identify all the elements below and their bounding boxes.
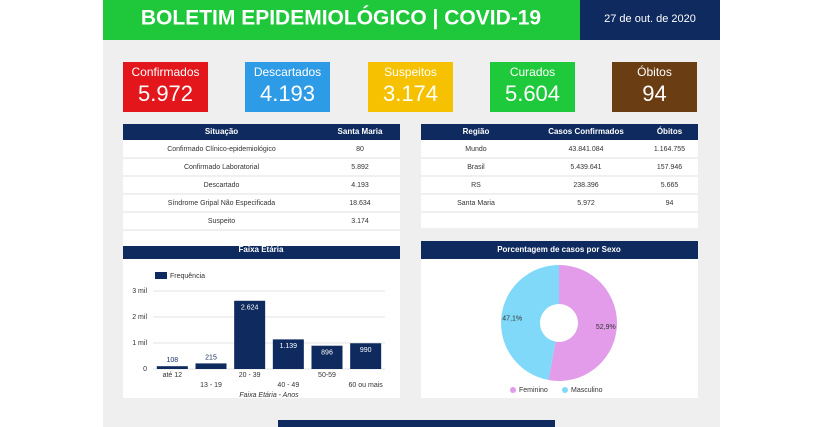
bar — [272, 339, 304, 369]
card — [245, 62, 330, 112]
cell: 5.892 — [351, 164, 369, 171]
card — [123, 62, 208, 112]
cell: 5.972 — [577, 200, 595, 207]
pie-slice — [548, 265, 617, 381]
cell: 1.164.755 — [654, 146, 685, 153]
x-tick-label: até 12 — [163, 372, 183, 379]
pie-panel-header — [421, 241, 698, 259]
legend-swatch — [562, 387, 568, 393]
cell: 5.439.641 — [570, 164, 601, 171]
column-header: Região — [463, 127, 490, 136]
legend-swatch — [155, 272, 167, 279]
legend-label: Feminino — [519, 387, 548, 394]
bar — [311, 345, 343, 369]
y-tick-label: 3 mil — [132, 288, 147, 295]
cell: 4.193 — [351, 182, 369, 189]
x-tick-label: 50-59 — [318, 372, 336, 379]
cell: 5.665 — [661, 182, 679, 189]
y-tick-label: 1 mil — [132, 340, 147, 347]
card-value: 4.193 — [260, 81, 315, 106]
chart-title: Porcentagem de casos por Sexo — [497, 245, 621, 254]
legend-label: Frequência — [170, 273, 205, 280]
card-label: Descartados — [254, 65, 321, 79]
card — [368, 62, 453, 112]
column-header: Óbitos — [657, 127, 683, 136]
value-label: 990 — [360, 347, 372, 354]
card-value: 5.604 — [505, 81, 560, 106]
table-header — [123, 124, 400, 140]
card — [612, 62, 697, 112]
cell: 80 — [356, 146, 364, 153]
value-label: 215 — [205, 354, 217, 361]
cell: Suspeito — [208, 218, 235, 225]
value-label: 108 — [166, 357, 178, 364]
x-axis-title: Faixa Etária - Anos — [239, 392, 299, 399]
card-label: Confirmados — [131, 65, 199, 79]
cell: 3.174 — [351, 218, 369, 225]
cell: Confirmado Clínico-epidemiológico — [167, 146, 276, 153]
cell: 94 — [666, 200, 674, 207]
title: BOLETIM EPIDEMIOLÓGICO | COVID-19 — [141, 6, 541, 30]
bar — [234, 300, 266, 369]
y-tick-label: 0 — [143, 366, 147, 373]
card-value: 5.972 — [138, 81, 193, 106]
cell: Confirmado Laboratorial — [184, 164, 260, 171]
header-bar — [103, 0, 580, 40]
date-box — [580, 0, 720, 40]
cell: 157.946 — [657, 164, 682, 171]
column-header: Santa Maria — [338, 127, 383, 136]
x-tick-label: 40 - 49 — [277, 382, 299, 389]
value-label: 1.139 — [280, 343, 298, 350]
bar — [156, 366, 188, 369]
card — [490, 62, 575, 112]
bar — [350, 343, 382, 369]
cell: Descartado — [204, 182, 240, 189]
bar — [195, 363, 227, 369]
x-tick-label: 60 ou mais — [349, 382, 384, 389]
card-label: Curados — [510, 65, 555, 79]
legend-label: Masculino — [571, 387, 603, 394]
card-label: Suspeitos — [384, 65, 437, 79]
value-label: 896 — [321, 350, 333, 357]
column-header: Casos Confirmados — [548, 127, 624, 136]
date: 27 de out. de 2020 — [604, 13, 696, 25]
x-tick-label: 13 - 19 — [200, 382, 222, 389]
card-value: 3.174 — [383, 81, 438, 106]
y-tick-label: 2 mil — [132, 314, 147, 321]
cell: Santa Maria — [457, 200, 495, 207]
column-header: Situação — [205, 127, 238, 136]
bottom-bar — [278, 420, 555, 427]
table-header — [421, 124, 698, 140]
slice-label: 47,1% — [502, 316, 522, 323]
cell: Brasil — [467, 164, 485, 171]
card-value: 94 — [642, 81, 666, 106]
cell: 18.634 — [349, 200, 371, 207]
cell: 43.841.084 — [568, 146, 603, 153]
x-tick-label: 20 - 39 — [239, 372, 261, 379]
cell: Mundo — [465, 146, 487, 153]
cell: Síndrome Gripal Não Especificada — [168, 200, 275, 207]
legend-swatch — [510, 387, 516, 393]
table-bg — [123, 124, 400, 246]
slice-label: 52,9% — [596, 324, 616, 331]
cell: 238.396 — [573, 182, 598, 189]
card-label: Óbitos — [637, 64, 672, 79]
chart-title: Faixa Etária — [239, 245, 284, 254]
value-label: 2.624 — [241, 305, 259, 312]
cell: RS — [471, 182, 481, 189]
pie-slice — [501, 265, 559, 381]
